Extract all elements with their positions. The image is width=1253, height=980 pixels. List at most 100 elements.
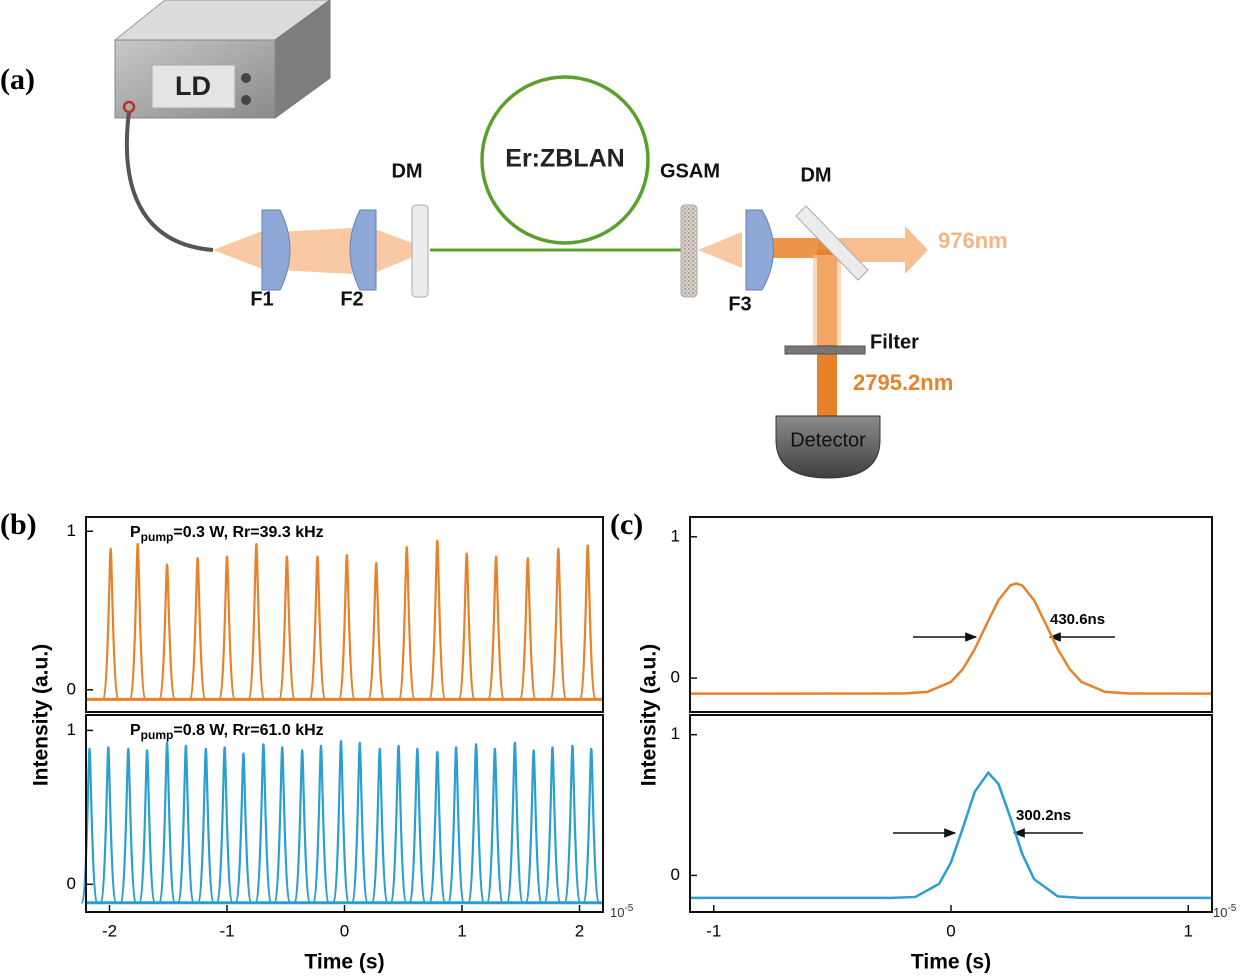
pulse [467, 743, 486, 904]
multiplier-base: 10 [1213, 905, 1227, 920]
connector [122, 100, 136, 114]
annotation-part: pump [141, 530, 174, 544]
pulse [367, 561, 386, 701]
x-tick-label: 0 [946, 921, 955, 940]
beam [278, 228, 352, 274]
y-tick-label: 1 [671, 526, 680, 545]
pulse [247, 542, 266, 701]
panel: 0 1 430.6ns [671, 516, 1213, 713]
beam [372, 228, 420, 274]
saturable-absorber [680, 204, 698, 298]
absorber-label: GSAM [660, 160, 720, 182]
multiplier-exponent: -5 [624, 903, 633, 914]
panel-label: (a) [0, 63, 35, 96]
curve [689, 582, 1213, 695]
x-tick-label: 1 [457, 921, 466, 940]
knob [241, 73, 251, 83]
annotation: Ppump=0.8 W, Rr=61.0 kHz [130, 722, 324, 742]
x-axis-label: Time (s) [304, 951, 384, 974]
dichroic-mirror [795, 205, 869, 281]
y-axis-label: Intensity (a.u.) [30, 644, 53, 786]
panel-frame [85, 516, 604, 713]
pulse [215, 746, 234, 904]
annotation-part: =0.8 W, Rr=61.0 kHz [173, 722, 323, 739]
multiplier-base: 10 [610, 905, 624, 920]
x-tick-label: -2 [102, 921, 117, 940]
lens [261, 209, 291, 291]
pulse [311, 744, 331, 904]
annotation-part: P [130, 722, 141, 739]
lens-label: F3 [728, 293, 751, 315]
panel: 0 1 Ppump=0.3 W, Rr=39.3 kHz [67, 516, 604, 713]
lens [349, 209, 377, 291]
pulse [370, 747, 389, 904]
pump-wavelength: 976nm [938, 228, 1008, 253]
pulse [563, 744, 582, 904]
beam-halo [813, 255, 841, 345]
pulse [119, 747, 138, 904]
pulse [273, 746, 292, 904]
y-tick-label: 0 [67, 874, 76, 893]
x-tick-label: 0 [340, 921, 349, 940]
pulse [543, 746, 562, 904]
annotation: 430.6ns [1050, 611, 1105, 628]
curve [690, 770, 1212, 900]
pulse [157, 741, 177, 904]
pulse [408, 747, 427, 904]
box-screen [151, 64, 236, 109]
pulse [505, 741, 524, 904]
panel: 0 1 300.2ns -1 0 1 [671, 714, 1213, 940]
mirror-label: DM [391, 160, 422, 182]
panel: 0 1 Ppump=0.8 W, Rr=61.0 kHz -2 -1 0 1 2 [67, 714, 604, 940]
lens-label: F1 [250, 288, 273, 310]
pulse [308, 555, 327, 701]
detector [775, 415, 881, 479]
pulse [486, 555, 506, 701]
filter-label: Filter [870, 331, 919, 353]
pulse [138, 749, 157, 904]
annotation: Ppump=0.3 W, Rr=39.3 kHz [130, 524, 324, 544]
pulse [217, 555, 237, 701]
beam [698, 232, 742, 268]
pulse [277, 555, 297, 701]
pulse [99, 746, 118, 904]
pulse [518, 557, 537, 701]
pulse [582, 747, 601, 904]
panel-frame [85, 714, 604, 913]
pulse [101, 547, 120, 701]
pulse [485, 747, 504, 904]
source-label: LD [175, 71, 211, 101]
pulse [188, 557, 207, 701]
pulse [397, 546, 416, 701]
pulse [157, 563, 177, 701]
panel-frame [689, 714, 1213, 913]
pulse [234, 752, 253, 904]
pulse [428, 539, 447, 701]
mirror-label: DM [800, 164, 831, 186]
multiplier-exponent: -5 [1227, 903, 1236, 914]
dichroic-mirror [411, 204, 429, 298]
pulse [578, 544, 597, 701]
panel-label: (b) [0, 508, 37, 541]
lens-label: F2 [340, 288, 363, 310]
axis-multiplier: 10-5 [610, 903, 634, 921]
fwhm-arrows [893, 632, 1115, 838]
fiber-label: Er:ZBLAN [505, 145, 624, 173]
lens [745, 209, 774, 291]
y-tick-label: 1 [67, 720, 76, 739]
pulse [389, 744, 408, 904]
pulse [428, 750, 447, 904]
knob [241, 95, 251, 105]
pulse [524, 749, 543, 904]
pulse [176, 744, 195, 904]
y-tick-label: 0 [67, 679, 76, 698]
pulse [128, 542, 147, 701]
pulse [457, 552, 476, 701]
annotation-part: pump [141, 728, 174, 742]
x-axis-label: Time (s) [911, 951, 991, 974]
y-tick-label: 1 [671, 724, 680, 743]
pulse [350, 741, 369, 904]
y-tick-label: 0 [671, 865, 680, 884]
